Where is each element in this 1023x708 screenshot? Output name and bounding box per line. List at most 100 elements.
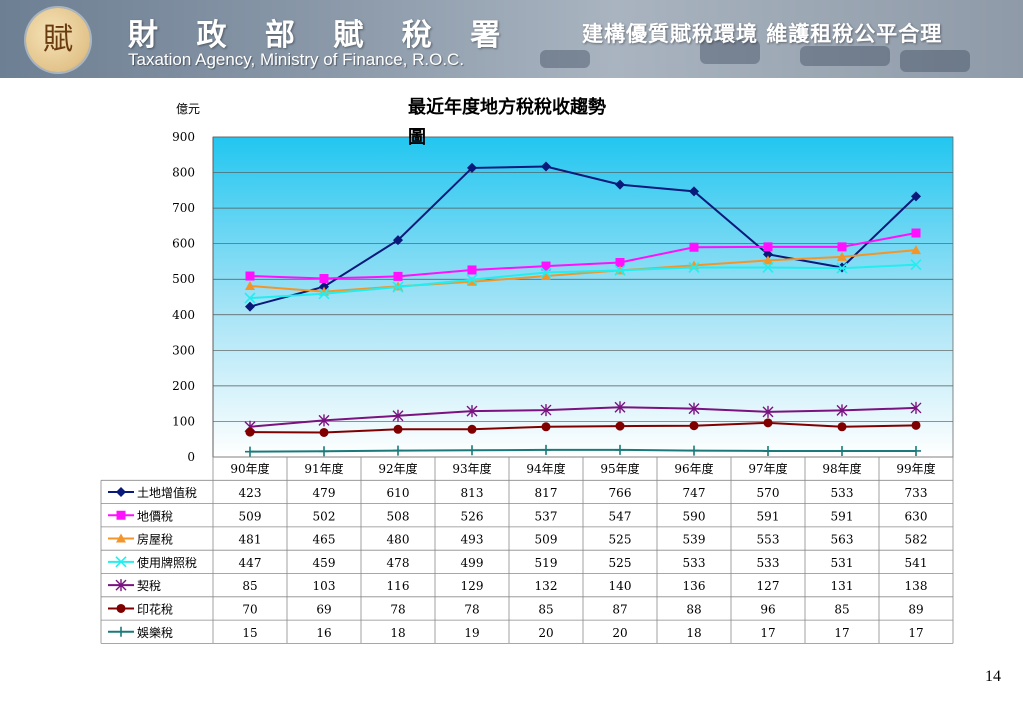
table-value-cell: 570 xyxy=(757,486,780,500)
table-value-cell: 18 xyxy=(390,626,405,640)
legend-series-name: 印花稅 xyxy=(137,601,173,616)
series-line xyxy=(249,165,917,308)
data-point xyxy=(467,265,477,275)
table-value-cell: 630 xyxy=(905,509,928,523)
table-value-cell: 136 xyxy=(683,579,706,593)
data-point xyxy=(392,281,404,293)
data-point xyxy=(541,271,551,281)
data-point xyxy=(837,422,847,432)
data-point xyxy=(467,445,477,456)
table-value-cell: 20 xyxy=(612,626,627,640)
y-tick-label: 0 xyxy=(187,450,195,464)
table-value-cell: 502 xyxy=(313,509,336,523)
table-value-cell: 17 xyxy=(834,626,849,640)
data-point xyxy=(467,276,477,286)
data-point xyxy=(319,427,329,437)
legend-series-name: 娛樂稅 xyxy=(137,625,173,640)
plot-area xyxy=(213,137,953,457)
series-group xyxy=(244,259,922,304)
legend-marker xyxy=(116,603,126,613)
table-value-cell: 481 xyxy=(239,533,262,547)
legend-series-name: 使用牌照稅 xyxy=(137,555,197,570)
page-number: 14 xyxy=(985,668,1001,685)
data-point xyxy=(319,446,329,457)
series-group xyxy=(245,418,921,437)
table-value-cell: 116 xyxy=(387,579,410,593)
table-value-cell: 19 xyxy=(464,626,479,640)
data-point xyxy=(910,259,922,271)
data-point xyxy=(836,262,848,274)
table-value-cell: 563 xyxy=(831,533,854,547)
data-point xyxy=(836,404,848,417)
x-category-label: 93年度 xyxy=(452,461,491,476)
table-value-cell: 103 xyxy=(313,579,336,593)
legend-series-name: 契稅 xyxy=(137,579,161,593)
table-value-cell: 78 xyxy=(390,602,405,616)
table-value-cell: 541 xyxy=(905,556,928,570)
legend-entry: 娛樂稅 xyxy=(108,625,173,640)
data-point xyxy=(615,258,625,268)
data-point xyxy=(910,401,922,414)
table-value-cell: 533 xyxy=(757,556,780,570)
data-point xyxy=(245,280,255,290)
table-value-cell: 18 xyxy=(686,626,701,640)
table-value-cell: 582 xyxy=(905,533,928,547)
legend-marker xyxy=(116,626,126,637)
x-category-label: 92年度 xyxy=(378,461,417,476)
series-line xyxy=(249,421,917,434)
table-value-cell: 533 xyxy=(831,486,854,500)
table-value-cell: 16 xyxy=(316,626,331,640)
legend-series-name: 房屋稅 xyxy=(137,532,173,547)
table-value-cell: 747 xyxy=(683,486,706,500)
data-point xyxy=(541,261,551,271)
legend-entry: 使用牌照稅 xyxy=(108,555,197,570)
data-point xyxy=(911,228,921,238)
data-point xyxy=(615,179,625,190)
table-value-cell: 610 xyxy=(387,486,410,500)
table-value-cell: 423 xyxy=(239,486,262,500)
y-tick-label: 100 xyxy=(172,414,195,428)
table-value-cell: 590 xyxy=(683,509,706,523)
data-point xyxy=(467,424,477,434)
table-value-cell: 78 xyxy=(464,602,479,616)
table-value-cell: 539 xyxy=(683,533,706,547)
y-tick-label: 200 xyxy=(172,379,195,393)
data-point xyxy=(837,251,847,261)
data-point xyxy=(466,405,478,418)
table-value-cell: 96 xyxy=(760,602,775,616)
legend-series-name: 地價稅 xyxy=(137,509,173,523)
table-value-cell: 447 xyxy=(239,556,262,570)
x-category-label: 90年度 xyxy=(230,461,269,476)
data-point xyxy=(393,424,403,434)
data-point xyxy=(318,288,330,300)
table-value-cell: 526 xyxy=(461,509,484,523)
series-line xyxy=(249,448,916,453)
y-tick-label: 300 xyxy=(172,343,195,357)
data-point xyxy=(763,249,773,260)
series-group xyxy=(245,444,921,457)
series-line xyxy=(249,406,917,428)
x-category-label: 94年度 xyxy=(526,461,565,476)
table-value-cell: 140 xyxy=(609,579,632,593)
table-value-cell: 525 xyxy=(609,533,632,547)
table-value-cell: 15 xyxy=(242,626,257,640)
legend-marker xyxy=(116,510,126,520)
data-point xyxy=(689,186,699,197)
header-banner: 賦 財 政 部 賦 稅 署 Taxation Agency, Ministry … xyxy=(0,0,1023,78)
x-category-label: 95年度 xyxy=(600,461,639,476)
chart-title: 最近年度地方稅稅收趨勢圖 xyxy=(408,96,606,148)
table-value-cell: 493 xyxy=(461,533,484,547)
data-point xyxy=(911,191,921,202)
table-value-cell: 17 xyxy=(908,626,923,640)
table-value-cell: 817 xyxy=(535,486,558,500)
data-point xyxy=(762,405,774,418)
data-point xyxy=(837,445,847,456)
table-value-cell: 127 xyxy=(757,579,780,593)
x-category-label: 97年度 xyxy=(748,461,787,476)
table-value-cell: 465 xyxy=(313,533,336,547)
table-value-cell: 70 xyxy=(242,602,257,616)
table-value-cell: 525 xyxy=(609,556,632,570)
series-group xyxy=(245,161,921,312)
data-point xyxy=(540,266,552,279)
